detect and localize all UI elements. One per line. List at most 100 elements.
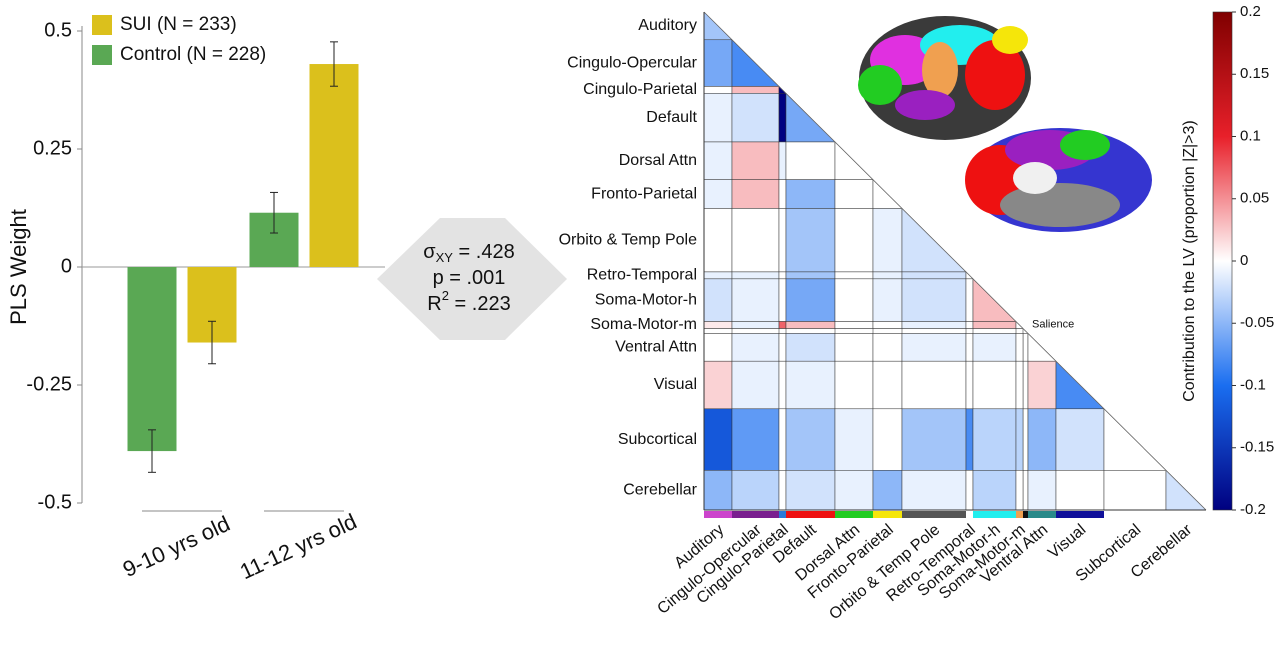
heatmap-cell	[778, 208, 787, 273]
heatmap-cell	[703, 39, 733, 87]
x-tick-label: 9-10 yrs old	[119, 511, 234, 582]
heatmap-cell	[872, 360, 903, 410]
heatmap-cell	[703, 179, 733, 209]
error-bar	[330, 41, 338, 87]
heatmap-cell	[703, 141, 733, 180]
stats-text: p = .001	[433, 267, 506, 289]
error-bar	[270, 191, 278, 234]
heatmap-cell	[1055, 408, 1105, 471]
heatmap-cell	[778, 141, 787, 180]
stats-superscript: 2	[442, 288, 449, 303]
heatmap-cell	[703, 333, 733, 362]
row-label: Default	[646, 109, 697, 126]
legend-swatch	[92, 15, 112, 35]
heatmap-cell	[778, 333, 787, 362]
col-label: Visual	[1045, 521, 1089, 562]
heatmap-cell	[901, 470, 967, 511]
stats-value: = .001	[444, 267, 506, 289]
colorbar	[1212, 11, 1233, 511]
heatmap-cell	[785, 333, 836, 362]
heatmap-cell	[834, 278, 874, 322]
stats-symbol: p	[433, 267, 444, 289]
heatmap-cell	[703, 208, 733, 273]
heatmap-cell	[965, 333, 974, 362]
heatmap-cell	[731, 278, 780, 322]
network-strip	[835, 511, 873, 518]
heatmap-cell	[972, 333, 1017, 362]
colorbar-tick-label: -0.2	[1240, 501, 1266, 518]
heatmap-cell	[703, 408, 733, 471]
heatmap-cell	[731, 321, 780, 329]
heatmap-cell	[785, 321, 836, 329]
heatmap-cell	[834, 208, 874, 273]
heatmap-cell	[965, 278, 974, 322]
heatmap-cell	[703, 360, 733, 410]
network-strip	[1056, 511, 1104, 518]
heatmap-cell	[778, 179, 787, 209]
heatmap-cell	[872, 408, 903, 471]
diagonal	[703, 11, 1207, 511]
y-tick-label: -0.5	[38, 491, 72, 513]
heatmap-cell	[785, 271, 836, 280]
heatmap-cell	[778, 470, 787, 511]
heatmap-cell	[778, 408, 787, 471]
stats-text: σXY = .428	[423, 241, 514, 265]
colorbar-tick-label: -0.15	[1240, 439, 1274, 456]
heatmap-cell	[834, 271, 874, 280]
y-tick-label: -0.25	[26, 373, 72, 395]
colorbar-tick-label: -0.1	[1240, 376, 1266, 393]
brain-illustration	[858, 16, 1152, 232]
row-label: Visual	[654, 376, 697, 393]
heatmap-cell	[965, 360, 974, 410]
heatmap-cell	[965, 321, 974, 329]
heatmap-cell	[785, 360, 836, 410]
y-tick-label: 0.5	[44, 19, 72, 41]
row-label: Fronto-Parietal	[591, 185, 697, 202]
network-strip	[1016, 511, 1023, 518]
error-bar	[148, 429, 156, 473]
heatmap-cell	[703, 86, 733, 94]
network-strip	[1104, 511, 1166, 518]
heatmap-cell	[731, 271, 780, 280]
heatmap-cell	[972, 321, 1017, 329]
heatmap-cell	[1015, 408, 1024, 471]
heatmap-cell	[778, 321, 787, 329]
heatmap-cell	[778, 278, 787, 322]
row-label: Subcortical	[618, 431, 697, 448]
stats-symbol: σ	[423, 241, 436, 263]
y-tick-label: 0	[61, 255, 72, 277]
heatmap-cell	[731, 86, 780, 94]
stats-subscript: XY	[436, 250, 454, 265]
heatmap-cell	[872, 208, 903, 273]
heatmap-cell	[731, 360, 780, 410]
heatmap-cell	[965, 408, 974, 471]
row-label: Auditory	[638, 17, 697, 34]
row-label: Dorsal Attn	[619, 152, 697, 169]
error-bar	[208, 320, 216, 365]
row-label: Cingulo-Opercular	[567, 54, 698, 71]
row-label: Cerebellar	[623, 481, 697, 498]
heatmap-cell	[778, 360, 787, 410]
heatmap-cell	[703, 93, 733, 143]
heatmap-cell	[872, 333, 903, 362]
heatmap-cell	[1027, 408, 1057, 471]
colorbar-tick-label: 0.1	[1240, 127, 1261, 144]
heatmap-cell	[872, 278, 903, 322]
heatmap-cell	[834, 360, 874, 410]
stats-arrow	[377, 218, 567, 340]
network-strip	[779, 511, 786, 518]
heatmap-cell	[972, 470, 1017, 511]
heatmap-cell	[834, 408, 874, 471]
heatmap-cell	[834, 321, 874, 329]
heatmap-cell	[785, 408, 836, 471]
heatmap-cell	[1055, 470, 1105, 511]
network-strip	[1023, 511, 1028, 518]
network-strip	[902, 511, 966, 518]
heatmap-cell	[834, 179, 874, 209]
heatmap-cell	[901, 333, 967, 362]
heatmap-cell	[731, 179, 780, 209]
heatmap-cell	[872, 271, 903, 280]
heatmap-cell	[731, 470, 780, 511]
heatmap-cell	[703, 470, 733, 511]
